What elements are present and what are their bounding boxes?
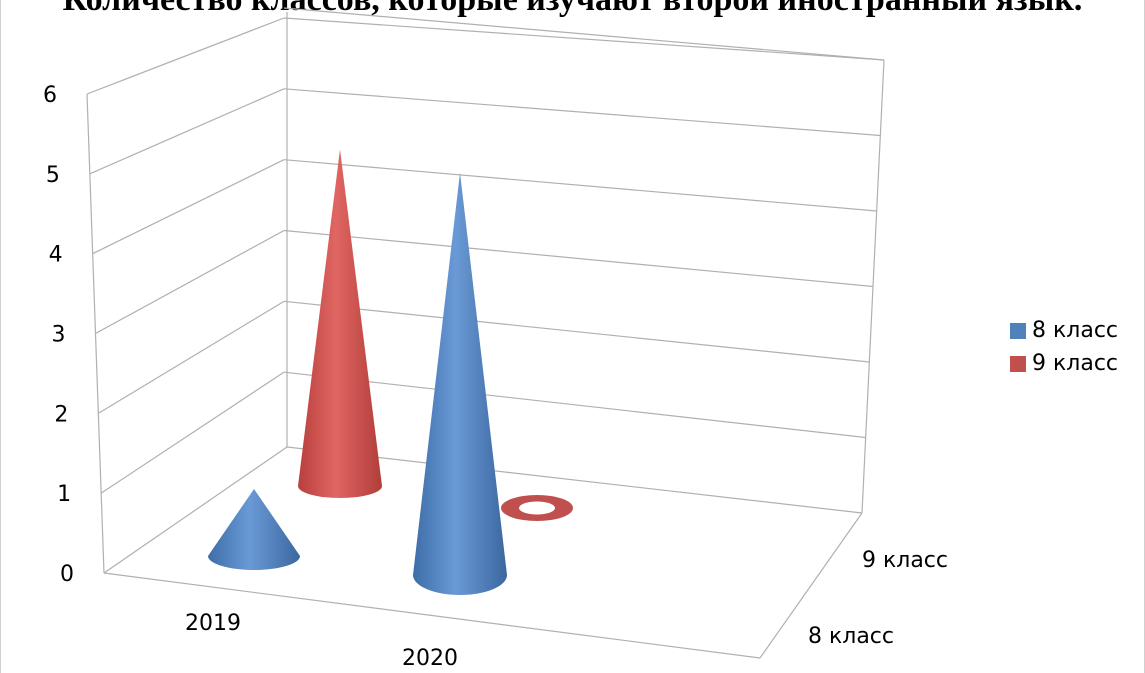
legend-swatch-series-1	[1010, 322, 1026, 339]
side-wall-gridline	[86, 17, 285, 95]
chart-marks	[208, 149, 573, 595]
depth-axis-labels: 8 класс 9 класс	[808, 548, 948, 649]
y-tick-label: 1	[57, 482, 71, 507]
side-wall-gridline	[98, 300, 285, 414]
back-wall-gridline	[283, 17, 885, 61]
floor-back-edge	[286, 446, 863, 514]
side-wall-gridline	[100, 371, 285, 494]
legend-label-series-1: 8 класс	[1032, 318, 1119, 343]
y-tick-label: 5	[46, 163, 60, 188]
x-tick-label: 2020	[402, 646, 458, 671]
x-tick-label: 2019	[185, 611, 241, 636]
y-tick-label: 6	[43, 83, 57, 108]
cone-8-класс-2020	[413, 172, 507, 595]
floor-left-edge	[103, 446, 288, 574]
y-tick-label: 3	[52, 323, 66, 348]
side-wall-gridline	[89, 88, 285, 175]
cone-9-класс-2019	[298, 149, 382, 498]
floor-front-edge	[103, 572, 761, 659]
depth-tick-label: 9 класс	[862, 548, 948, 573]
legend-item-series-1: 8 класс	[1010, 314, 1140, 347]
y-tick-label: 0	[60, 562, 74, 587]
back-wall-gridline	[283, 159, 877, 212]
y-axis-labels: 0 1 2 3 4 5 6	[43, 83, 74, 587]
cone-9-класс-2020-hole	[519, 501, 555, 515]
cone-8-класс-2019	[208, 488, 300, 570]
floor-right-edge	[759, 512, 863, 659]
legend-item-series-2: 9 класс	[1010, 347, 1140, 380]
y-tick-label: 4	[49, 243, 63, 268]
gridlines	[86, 17, 885, 494]
chart-title: Количество классов, которые изучают втор…	[0, 0, 1145, 20]
depth-tick-label: 8 класс	[808, 624, 894, 649]
legend-swatch-series-2	[1010, 355, 1026, 372]
back-wall-top-edge	[283, 7, 885, 61]
legend-label-series-2: 9 класс	[1032, 351, 1119, 376]
back-wall-gridline	[283, 300, 870, 363]
legend: 8 класс 9 класс	[1010, 314, 1140, 380]
side-wall-gridline	[92, 159, 285, 255]
side-wall-gridline	[95, 229, 285, 335]
back-wall-gridline	[283, 371, 866, 439]
back-wall-gridline	[283, 229, 874, 288]
x-axis-labels: 2019 2020	[185, 611, 458, 671]
back-wall-gridline	[283, 88, 881, 137]
y-tick-label: 2	[54, 402, 68, 427]
